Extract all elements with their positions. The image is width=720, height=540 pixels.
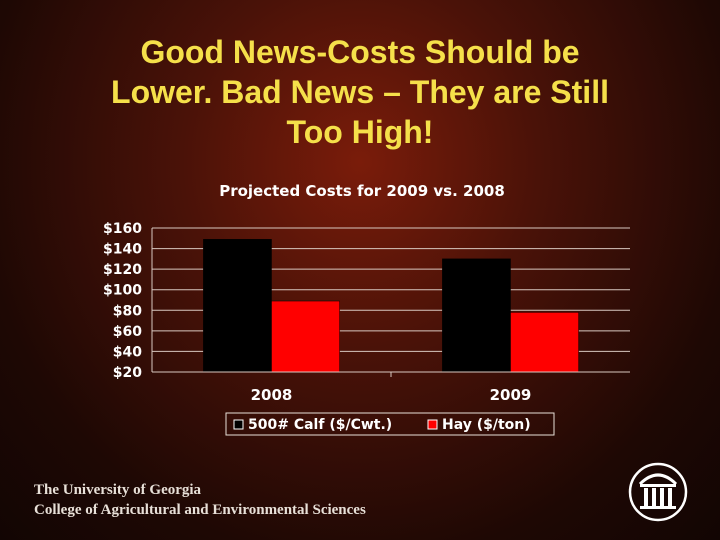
bar xyxy=(510,312,579,373)
university-name: The University of Georgia xyxy=(34,482,202,498)
bar xyxy=(271,300,340,373)
title-line-3: Too High! xyxy=(286,114,434,150)
slide-title: Good News-Costs Should be Lower. Bad New… xyxy=(20,32,700,152)
legend-label: Hay ($/ton) xyxy=(442,417,531,433)
college-name: College of Agricultural and Environmenta… xyxy=(34,502,366,518)
legend-swatch xyxy=(233,419,244,430)
legend: 500# Calf ($/Cwt.) Hay ($/ton) xyxy=(225,412,555,436)
bar xyxy=(203,239,272,373)
legend-box xyxy=(225,412,555,436)
chart-title: Projected Costs for 2009 vs. 2008 xyxy=(219,182,505,200)
title-line-1: Good News-Costs Should be xyxy=(140,34,580,70)
arch-icon xyxy=(628,462,688,522)
y-tick-label: $20 xyxy=(113,365,142,381)
y-tick-label: $160 xyxy=(103,221,142,237)
footer: The University of Georgia College of Agr… xyxy=(34,480,366,520)
y-tick-label: $100 xyxy=(103,283,142,299)
x-tick-label: 2008 xyxy=(251,386,293,404)
title-line-2: Lower. Bad News – They are Still xyxy=(111,74,609,110)
y-tick-label: $80 xyxy=(113,303,142,319)
x-tick-label: 2009 xyxy=(490,386,532,404)
legend-swatch xyxy=(427,419,438,430)
bars xyxy=(203,239,579,373)
legend-label: 500# Calf ($/Cwt.) xyxy=(248,417,392,433)
y-tick-label: $140 xyxy=(103,242,142,258)
axes: $20 $40 $60 $80 $100 $120 $140 $160 2008 2009 xyxy=(103,221,630,404)
y-tick-label: $40 xyxy=(113,344,142,360)
y-tick-label: $120 xyxy=(103,262,142,278)
y-tick-label: $60 xyxy=(113,324,142,340)
bar xyxy=(442,258,511,373)
